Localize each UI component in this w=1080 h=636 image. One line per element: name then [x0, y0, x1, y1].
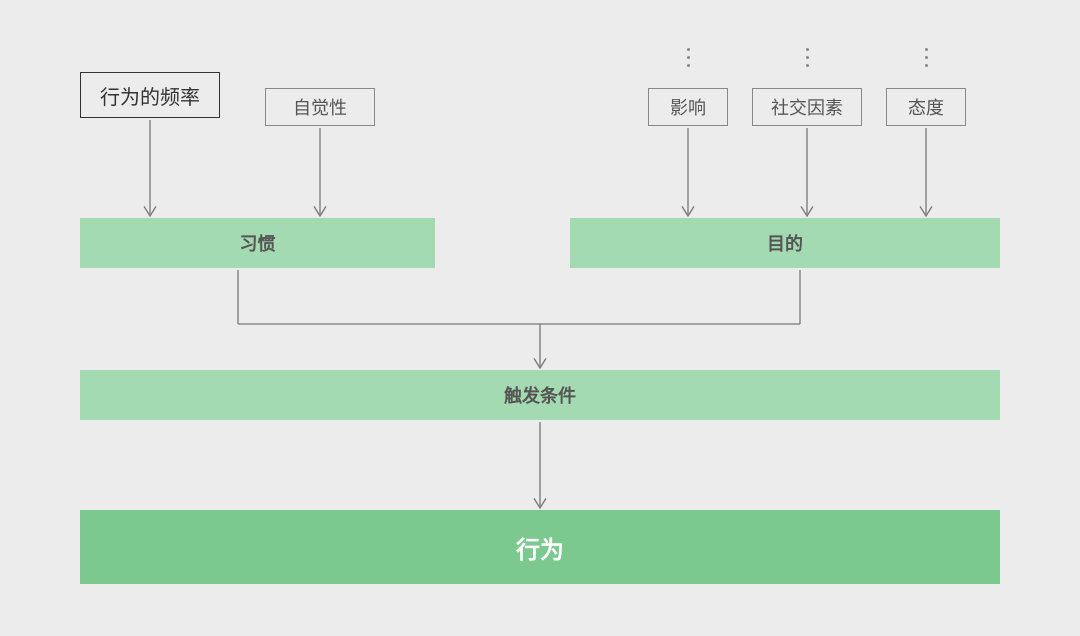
trigger-label: 触发条件: [504, 382, 576, 408]
category-label: 目的: [767, 230, 803, 256]
trigger-box: 触发条件: [80, 370, 1000, 420]
factor-label: 态度: [908, 94, 944, 120]
ellipsis-dots: [806, 48, 809, 67]
factor-box-awareness: 自觉性: [265, 88, 375, 126]
diagram-canvas: 行为的频率 自觉性 影响 社交因素 态度习惯 目的触发条件行为: [0, 0, 1080, 636]
ellipsis-dots: [925, 48, 928, 67]
factor-label: 社交因素: [771, 94, 843, 120]
factor-box-attitude: 态度: [886, 88, 966, 126]
category-box-habit: 习惯: [80, 218, 435, 268]
factor-box-influence: 影响: [648, 88, 728, 126]
ellipsis-dots: [687, 48, 690, 67]
factor-label: 自觉性: [293, 94, 347, 120]
factor-label: 行为的频率: [100, 81, 200, 110]
behavior-label: 行为: [516, 530, 564, 565]
behavior-box: 行为: [80, 510, 1000, 584]
factor-box-social: 社交因素: [752, 88, 862, 126]
category-label: 习惯: [240, 230, 276, 256]
factor-label: 影响: [670, 94, 706, 120]
category-box-purpose: 目的: [570, 218, 1000, 268]
factor-box-frequency: 行为的频率: [80, 72, 220, 118]
